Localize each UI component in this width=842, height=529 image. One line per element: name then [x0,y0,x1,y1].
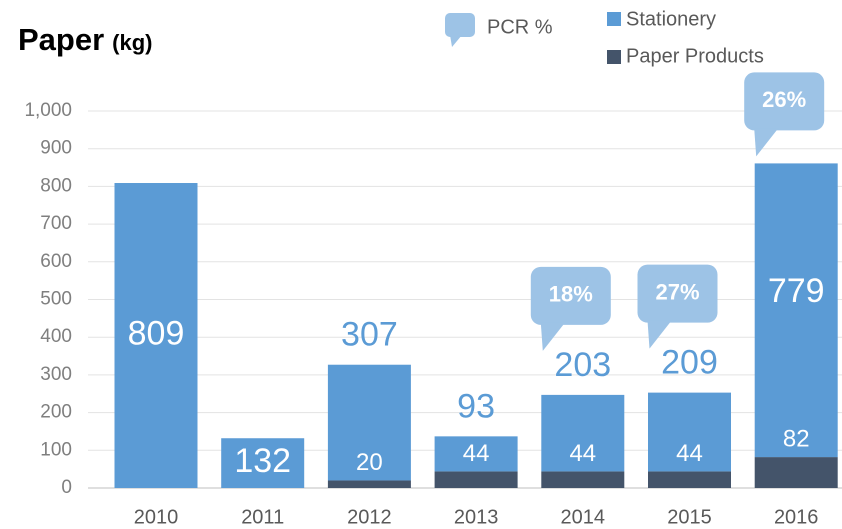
y-tick-label: 900 [40,138,72,159]
bar-segment [754,457,838,488]
x-tick-label: 2015 [667,506,712,528]
y-tick-label: 1,000 [24,100,72,121]
y-tick-label: 500 [40,289,72,310]
y-tick-label: 800 [40,175,72,196]
bar-segment [754,163,838,458]
y-tick-label: 300 [40,364,72,385]
x-tick-label: 2010 [134,506,179,528]
legend-label: Paper Products [626,45,764,67]
y-tick-label: 400 [40,326,72,347]
data-label: 82 [783,425,810,452]
y-tick-label: 0 [61,477,72,498]
legend-label: Stationery [626,8,716,30]
data-label: 44 [569,440,596,467]
bar-segment [221,438,305,488]
data-label: 809 [128,314,185,352]
x-tick-label: 2016 [774,506,819,528]
callout-tail [754,128,779,157]
bar-segment [541,394,625,472]
callout-box [530,266,611,325]
chart-title: Paper [18,22,104,57]
legend-swatch [607,12,621,26]
bar-segment [434,471,518,488]
data-label: 209 [661,344,718,382]
callout-box [637,264,718,323]
bar-segment [114,183,198,488]
callout-box [744,72,825,131]
callout-label: 18% [549,282,593,307]
y-tick-label: 100 [40,439,72,460]
legend-label: PCR % [487,16,553,38]
bar-segment [541,471,625,488]
bar-segment [434,436,518,472]
data-label: 44 [463,440,490,467]
y-tick-label: 200 [40,402,72,423]
legend-swatch-tail [450,35,462,47]
data-label: 132 [234,442,291,480]
data-label: 44 [676,440,703,467]
bar-segment [648,471,731,488]
data-label: 93 [457,387,495,425]
data-label: 779 [768,272,825,310]
callout-tail [647,320,672,349]
x-tick-label: 2012 [347,506,392,528]
data-label: 203 [554,346,611,384]
callout-tail [540,322,565,351]
x-tick-label: 2011 [241,506,284,528]
data-label: 307 [341,316,398,354]
legend-swatch [607,50,621,64]
y-tick-label: 600 [40,251,72,272]
bar-segment [648,392,731,472]
bar-segment [327,364,411,481]
x-tick-label: 2013 [454,506,499,528]
chart-unit: (kg) [112,30,152,55]
bar-segment [327,480,411,488]
callout-label: 27% [655,279,699,304]
data-label: 20 [356,449,383,476]
y-tick-label: 700 [40,213,72,234]
legend-swatch [445,13,475,37]
callout-label: 26% [762,87,806,112]
x-tick-label: 2014 [561,506,606,528]
